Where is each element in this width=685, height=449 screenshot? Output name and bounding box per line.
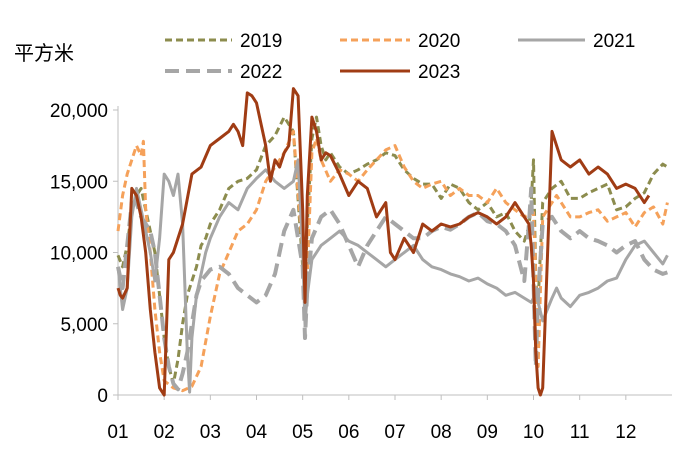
x-tick-label: 01 [107,422,128,443]
series-line-2019 [116,115,669,386]
x-tick-label: 09 [477,422,498,443]
x-tick-label: 07 [384,422,405,443]
x-tick-label: 04 [246,422,268,443]
x-tick-label: 10 [523,422,544,443]
y-tick-label: 10,000 [50,244,108,265]
axes: 0 5,000 10,000 15,000 20,000 01 02 03 04 05 06 07 08… [50,101,672,443]
y-tick-label: 5,000 [60,315,108,336]
legend-label-2019: 2019 [240,31,282,52]
x-tick-label: 08 [431,422,452,443]
series-lines [116,87,669,397]
series-line-2022 [116,186,669,392]
legend-label-2023: 2023 [418,62,460,83]
legend-label-2020: 2020 [418,31,460,52]
y-tick-label: 0 [97,386,108,407]
x-tick-label: 11 [570,422,590,443]
x-tick-label: 06 [338,422,359,443]
x-tick-label: 12 [615,422,636,443]
legend-label-2021: 2021 [593,31,635,52]
legend: 2019 2020 2021 2022 2023 [165,31,635,83]
legend-label-2022: 2022 [240,62,282,83]
x-tick-label: 05 [292,422,313,443]
x-tick-label: 03 [200,422,221,443]
series-line-2020 [116,129,669,393]
series-line-2023 [116,87,651,397]
x-tick-label: 02 [154,422,175,443]
y-tick-label: 15,000 [50,172,108,193]
y-axis-unit-label: 平方米 [14,41,74,65]
y-tick-label: 20,000 [50,101,108,122]
